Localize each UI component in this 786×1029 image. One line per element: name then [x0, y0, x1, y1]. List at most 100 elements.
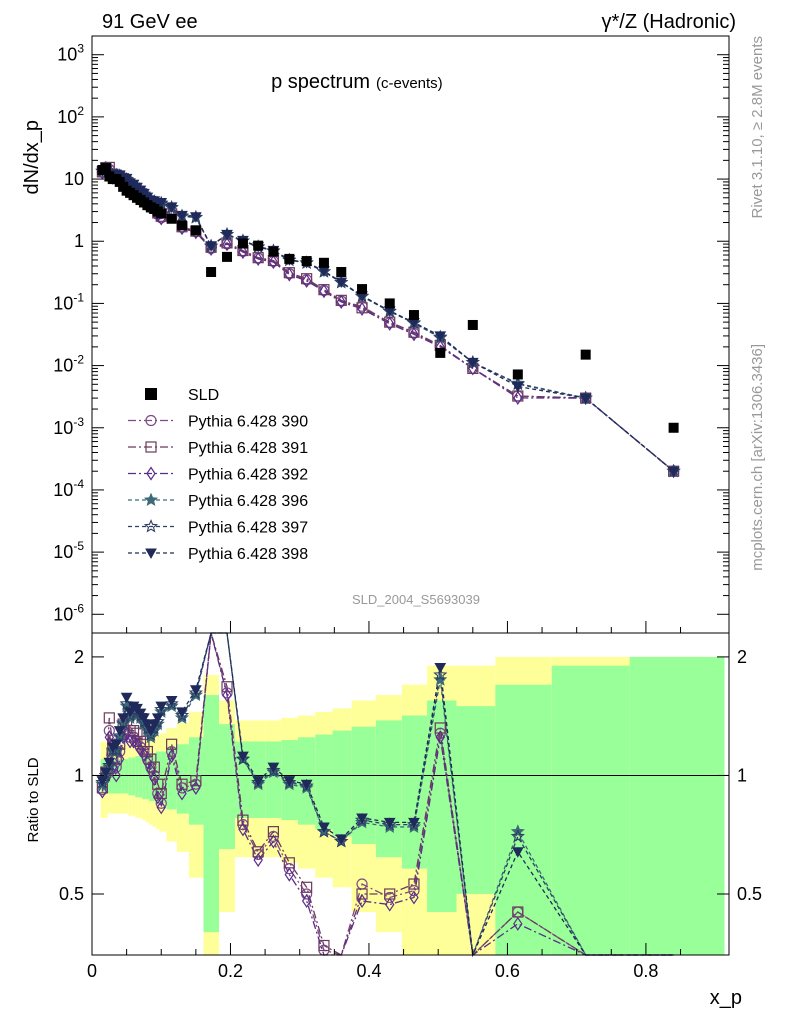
series-ratio-point [433, 667, 448, 681]
band-inner [203, 695, 220, 933]
x-tick-label: 0.6 [495, 961, 520, 981]
series-point [301, 273, 313, 285]
series-point [268, 254, 279, 270]
series-ratio-point [190, 685, 202, 696]
series-point [579, 393, 592, 405]
x-tick-label: 0.4 [356, 961, 381, 981]
series-ratio-point [510, 829, 525, 843]
series-ratio-point [267, 762, 280, 774]
band-inner [166, 747, 177, 810]
series-ratio-point [147, 720, 162, 734]
series-ratio-point [357, 893, 367, 909]
series-ratio-point [300, 779, 313, 791]
band-inner [145, 754, 150, 800]
series-ratio-point [146, 763, 156, 778]
series-ratio-point [301, 881, 313, 893]
series-ratio-point [513, 916, 523, 931]
series-ratio-point [408, 817, 420, 829]
x-tick-label: 0 [87, 961, 97, 981]
legend-marker [145, 548, 157, 560]
data-point-sld [268, 246, 279, 257]
band-inner [332, 730, 352, 837]
legend-marker [143, 492, 159, 507]
series-ratio-point [112, 728, 127, 742]
legend-label: Pythia 6.428 391 [188, 440, 308, 457]
series-point [190, 212, 202, 223]
series-ratio-point [252, 846, 264, 858]
y-tick-label: 1 [74, 231, 84, 251]
rivet-version-label: Rivet 3.1.10, ≥ 2.8M events [749, 36, 766, 219]
analysis-id: SLD_2004_S5693039 [352, 592, 480, 607]
series-ratio-point [120, 692, 133, 704]
band-inner [142, 754, 146, 800]
series-ratio-point [103, 724, 115, 737]
data-point-sld [284, 253, 295, 264]
legend-marker [146, 466, 156, 481]
band-inner [401, 715, 428, 869]
data-point-sld [336, 267, 347, 278]
series-ratio-point [433, 672, 448, 686]
series-ratio-point [221, 681, 233, 693]
legend-label: Pythia 6.428 396 [188, 493, 308, 510]
series-point [176, 210, 188, 222]
series-ratio-point [238, 822, 248, 837]
legend-marker-sld [145, 388, 157, 400]
series-point [205, 241, 217, 252]
series-ratio-point [409, 890, 419, 905]
y-tick-label: 10-4 [53, 477, 84, 500]
data-point-sld [166, 213, 177, 224]
series-ratio-point [99, 767, 112, 779]
y-tick-label: 10-5 [53, 539, 84, 562]
series-point [222, 237, 232, 252]
series-point [238, 244, 248, 260]
series-ratio-point [318, 822, 330, 833]
series-ratio-point [191, 780, 201, 795]
series-line-ratio-3 [101, 632, 674, 956]
data-point-sld [512, 369, 523, 380]
series-ratio-point [138, 713, 150, 724]
chart-title-suffix: (c-events) [376, 75, 443, 92]
x-tick-label: 0.2 [218, 961, 243, 981]
series-ratio-point [116, 715, 131, 729]
series-ratio-point [318, 939, 330, 952]
series-point [511, 382, 524, 393]
legend-marker [143, 519, 159, 533]
axis-ticks [91, 54, 729, 955]
series-ratio-point [153, 790, 163, 805]
series-ratio-point [511, 847, 524, 858]
series-ratio-point [111, 768, 121, 783]
series-point [409, 327, 419, 342]
series-ratio-point [110, 739, 123, 751]
band-inner [265, 741, 282, 818]
y-axis-label: dN/dx_p [21, 120, 43, 195]
series-ratio-point [356, 813, 368, 824]
data-point-sld [467, 319, 478, 330]
series-point [335, 277, 348, 289]
data-point-sld [177, 220, 188, 231]
series-ratio-point [268, 834, 279, 849]
ratio-axis-label: Ratio to SLD [25, 757, 42, 842]
y-tick-label: 10-6 [53, 601, 84, 624]
data-point-sld [384, 298, 395, 309]
ratio-tick-label: 2 [74, 647, 84, 667]
series-ratio-point [237, 751, 249, 763]
data-point-sld [100, 163, 111, 174]
mcplots-credit-label: mcplots.cern.ch [arXiv:1306.3436] [749, 344, 766, 571]
series-ratio-point [222, 687, 232, 703]
y-tick-label: 10-1 [53, 290, 84, 313]
series-ratio-point [177, 786, 187, 801]
series-ratio-point [335, 834, 348, 845]
series-point [513, 390, 523, 405]
series-ratio-point [141, 719, 154, 731]
data-point-sld [206, 267, 217, 278]
header-right: γ*/Z (Hadronic) [602, 11, 736, 33]
series-ratio-point [176, 707, 188, 718]
series-ratio-point [190, 775, 202, 787]
series-ratio-point [97, 784, 108, 799]
band-inner [159, 751, 167, 804]
band-inner [375, 720, 402, 858]
series-ratio-point [435, 730, 445, 745]
series-ratio-point [221, 687, 233, 699]
legend-marker [145, 414, 157, 427]
series-point [434, 331, 447, 342]
